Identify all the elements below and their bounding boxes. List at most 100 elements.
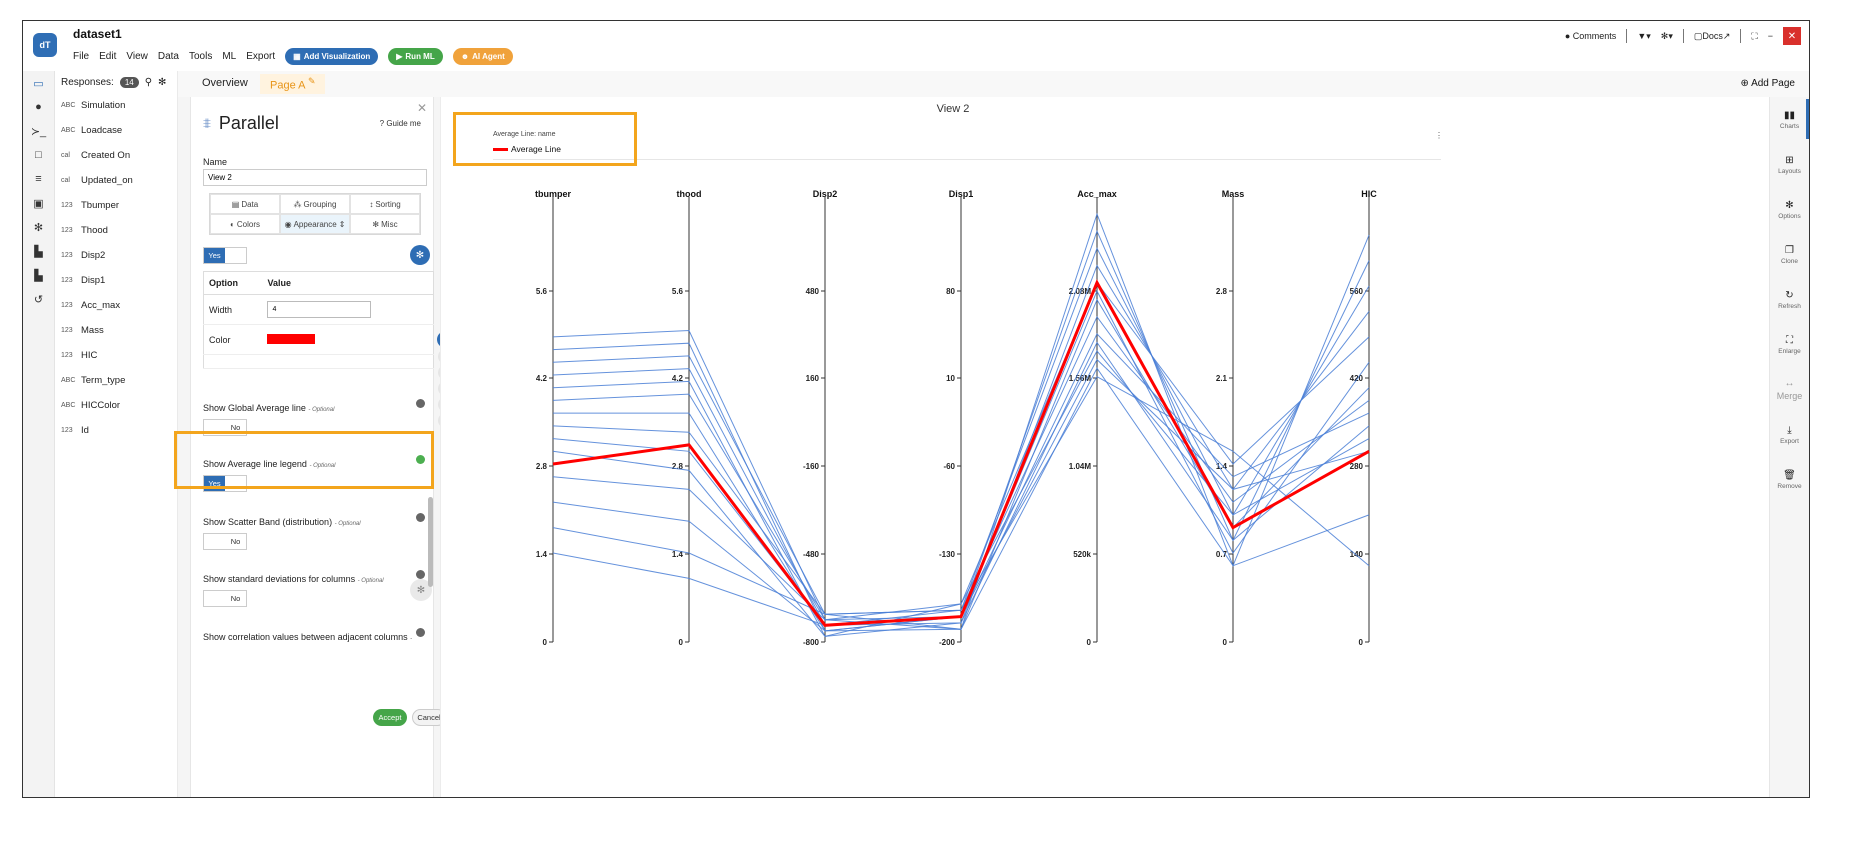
refresh-button[interactable]: ↻ Refresh bbox=[1770, 277, 1809, 322]
close-panel-icon[interactable]: ✕ bbox=[416, 101, 427, 115]
comments-button[interactable]: ● Comments bbox=[1565, 31, 1616, 41]
kebab-menu-icon[interactable]: ⋮ bbox=[1435, 131, 1443, 140]
scatter-band-settings-button[interactable]: ✻ bbox=[410, 579, 432, 601]
cog-icon[interactable]: ✻ bbox=[33, 221, 44, 234]
fullscreen-button[interactable]: ⛶ bbox=[1751, 31, 1757, 42]
axis-title[interactable]: thood bbox=[677, 189, 702, 199]
run-ml-button[interactable]: ▶ Run ML bbox=[388, 48, 443, 65]
axis-title[interactable]: Mass bbox=[1222, 189, 1245, 199]
guide-me-link[interactable]: ? Guide me bbox=[380, 119, 421, 128]
variable-item[interactable]: 123 Tbumper bbox=[55, 193, 177, 218]
options-button[interactable]: ✻ Options bbox=[1770, 187, 1809, 232]
info-icon[interactable]: ● bbox=[35, 101, 42, 113]
add-page-button[interactable]: ⊕ Add Page bbox=[1740, 78, 1795, 89]
name-input[interactable] bbox=[203, 169, 427, 186]
toggle-no: No bbox=[230, 423, 241, 432]
history-icon[interactable]: ↺ bbox=[33, 293, 44, 306]
menu-file[interactable]: File bbox=[73, 51, 90, 62]
menu-edit[interactable]: Edit bbox=[99, 51, 117, 62]
file-alt-icon[interactable]: ▙ bbox=[34, 269, 43, 282]
data-line[interactable] bbox=[552, 341, 1370, 637]
ai-agent-button[interactable]: ☻ AI Agent bbox=[452, 48, 513, 65]
axis-title[interactable]: Disp1 bbox=[949, 189, 974, 199]
close-window-button[interactable]: ✕ bbox=[1783, 27, 1801, 45]
scatter-band-toggle[interactable]: No bbox=[203, 533, 247, 550]
toggle-yes bbox=[204, 591, 225, 606]
data-line[interactable] bbox=[552, 350, 1370, 621]
settings-dropdown[interactable]: ✻▾ bbox=[1660, 30, 1673, 41]
variable-item[interactable]: ABC HICColor bbox=[55, 393, 177, 418]
image-icon[interactable]: ▣ bbox=[33, 197, 44, 210]
copy-icon: ❐ bbox=[1785, 244, 1794, 256]
tab-data[interactable]: ▤ Data bbox=[210, 194, 280, 214]
menu-export[interactable]: Export bbox=[246, 51, 276, 62]
tab-sorting[interactable]: ↕ Sorting bbox=[350, 194, 420, 214]
variable-item[interactable]: 123 Disp2 bbox=[55, 243, 177, 268]
tab-overview[interactable]: Overview bbox=[202, 77, 248, 89]
clone-button[interactable]: ❐ Clone bbox=[1770, 232, 1809, 277]
data-line[interactable] bbox=[552, 367, 1370, 630]
add-visualization-button[interactable]: ▦ Add Visualization bbox=[285, 48, 379, 65]
tick-label: 4.2 bbox=[672, 374, 684, 383]
variable-item[interactable]: ABC Simulation bbox=[55, 93, 177, 118]
variable-item[interactable]: cal Updated_on bbox=[55, 168, 177, 193]
tick-label: 0 bbox=[543, 638, 548, 647]
merge-button[interactable]: ↔ Merge bbox=[1770, 367, 1809, 412]
menu-view[interactable]: View bbox=[126, 51, 148, 62]
docs-button[interactable]: ▢Docs↗ bbox=[1694, 31, 1731, 42]
tab-grouping[interactable]: ⁂ Grouping bbox=[280, 194, 350, 214]
tab-colors[interactable]: ◐ Colors bbox=[210, 214, 280, 234]
variable-name: Thood bbox=[81, 225, 108, 236]
menu-ml[interactable]: ML bbox=[222, 51, 237, 62]
tab-page-a[interactable]: Page A ✎ bbox=[260, 74, 326, 94]
filter-dropdown[interactable]: ▼▾ bbox=[1637, 30, 1651, 41]
average-line[interactable] bbox=[552, 279, 1370, 627]
export-button[interactable]: ⤓ Export bbox=[1770, 412, 1809, 457]
tick-label: 4.2 bbox=[536, 374, 548, 383]
variable-item[interactable]: 123 HIC bbox=[55, 343, 177, 368]
enlarge-button[interactable]: ⛶ Enlarge bbox=[1770, 322, 1809, 367]
parallel-coordinates-chart[interactable]: tbumper 0 1.4 2.8 4.2 5.6 thood 0 1.4 2.8 4.2 5.6 Di… bbox=[441, 97, 1466, 798]
variable-item[interactable]: ABC Term_type bbox=[55, 368, 177, 393]
accept-button[interactable]: Accept bbox=[373, 709, 407, 726]
panel-scrollbar[interactable] bbox=[428, 497, 433, 587]
optional-tag: - Optional bbox=[309, 463, 336, 469]
average-line-toggle[interactable]: Yes bbox=[203, 247, 247, 264]
menu-tools[interactable]: Tools bbox=[188, 51, 213, 62]
remove-button[interactable]: 🗑 Remove bbox=[1770, 457, 1809, 502]
gear-icon[interactable]: ✻ bbox=[158, 76, 167, 88]
charts-button[interactable]: ▮▮ Charts bbox=[1770, 97, 1809, 142]
standard-deviations-toggle[interactable]: No bbox=[203, 590, 247, 607]
average-line-settings-button[interactable]: ✻ bbox=[410, 245, 430, 265]
axis-title[interactable]: tbumper bbox=[535, 189, 571, 199]
axis-title[interactable]: HIC bbox=[1361, 189, 1377, 199]
variable-item[interactable]: 123 Thood bbox=[55, 218, 177, 243]
sliders-icon[interactable]: ≡ bbox=[35, 173, 42, 185]
variable-item[interactable]: 123 Id bbox=[55, 418, 177, 443]
axis-title[interactable]: Acc_max bbox=[1077, 189, 1117, 199]
variable-item[interactable]: 123 Disp1 bbox=[55, 268, 177, 293]
variable-item[interactable]: ABC Loadcase bbox=[55, 118, 177, 143]
toggle-yes: Yes bbox=[204, 248, 225, 263]
layouts-button[interactable]: ⊞ Layouts bbox=[1770, 142, 1809, 187]
tab-appearance[interactable]: ◉ Appearance ⇕ bbox=[280, 214, 350, 234]
menu-data[interactable]: Data bbox=[157, 51, 179, 62]
variable-item[interactable]: cal Created On bbox=[55, 143, 177, 168]
variable-item[interactable]: 123 Mass bbox=[55, 318, 177, 343]
axis-title[interactable]: Disp2 bbox=[813, 189, 838, 199]
minimize-button[interactable]: − bbox=[1768, 31, 1773, 41]
tick-label: -60 bbox=[943, 462, 955, 471]
tab-misc[interactable]: ✻ Misc bbox=[350, 214, 420, 234]
expand-icon: ⛶ bbox=[1786, 334, 1793, 346]
color-swatch[interactable] bbox=[267, 333, 316, 344]
edit-icon[interactable]: ✎ bbox=[307, 76, 316, 86]
monitor-icon[interactable]: ▭ bbox=[33, 77, 44, 90]
options-label: Options bbox=[1778, 212, 1801, 220]
square-icon[interactable]: □ bbox=[35, 149, 42, 161]
file-icon[interactable]: ▙ bbox=[34, 245, 43, 258]
data-line[interactable] bbox=[552, 376, 1370, 626]
variable-item[interactable]: 123 Acc_max bbox=[55, 293, 177, 318]
search-icon[interactable]: ⚲ bbox=[144, 76, 153, 88]
width-input[interactable] bbox=[267, 301, 372, 318]
terminal-icon[interactable]: ≻_ bbox=[30, 125, 47, 138]
